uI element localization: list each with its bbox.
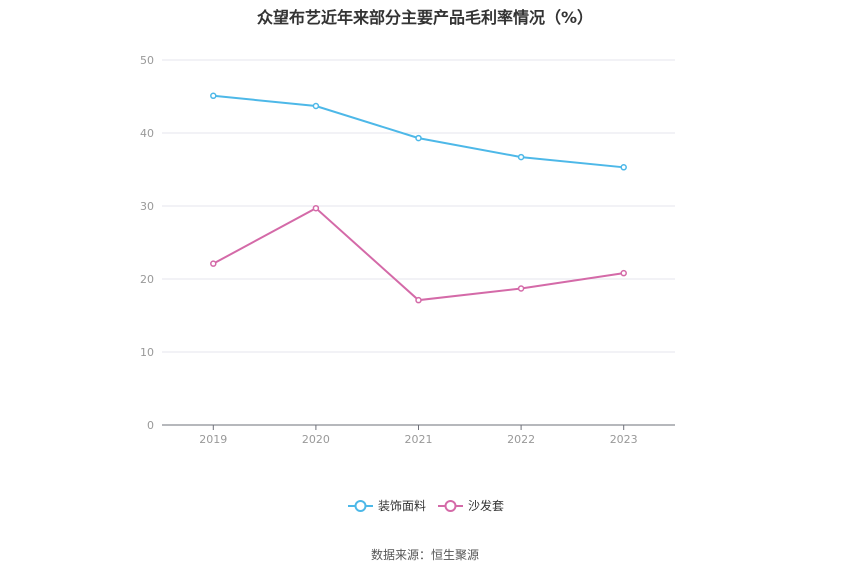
data-point[interactable] [210, 92, 217, 100]
legend-item-0[interactable]: 装饰面料 [348, 499, 426, 513]
y-tick-label: 30 [140, 200, 154, 213]
data-point[interactable] [620, 164, 627, 171]
data-source: 数据来源：恒生聚源 [370, 548, 479, 562]
y-tick-label: 0 [147, 419, 154, 432]
x-tick-label: 2022 [507, 433, 535, 446]
y-tick-label: 10 [140, 346, 154, 359]
data-point[interactable] [415, 134, 422, 142]
data-point[interactable] [517, 285, 525, 292]
data-point[interactable] [415, 296, 422, 304]
legend-label: 沙发套 [468, 498, 504, 513]
data-point[interactable] [312, 102, 320, 110]
x-tick-label: 2019 [199, 433, 227, 446]
series-line-1 [212, 206, 624, 302]
x-tick-label: 2020 [302, 433, 330, 446]
legend-label: 装饰面料 [378, 499, 426, 513]
x-tick-label: 2021 [405, 433, 433, 446]
data-point[interactable] [312, 204, 320, 212]
data-point[interactable] [620, 269, 627, 277]
chart-title: 众望布艺近年来部分主要产品毛利率情况（%） [256, 8, 594, 27]
data-point[interactable] [517, 153, 525, 161]
legend-item-1[interactable]: 沙发套 [438, 498, 504, 513]
y-tick-label: 50 [140, 54, 154, 67]
legend-marker [354, 500, 367, 512]
legend-marker [444, 500, 457, 512]
y-tick-label: 40 [140, 127, 154, 140]
series-line-0 [213, 94, 624, 169]
x-tick-label: 2023 [610, 433, 638, 446]
y-tick-label: 20 [140, 273, 154, 286]
data-point[interactable] [210, 260, 217, 267]
